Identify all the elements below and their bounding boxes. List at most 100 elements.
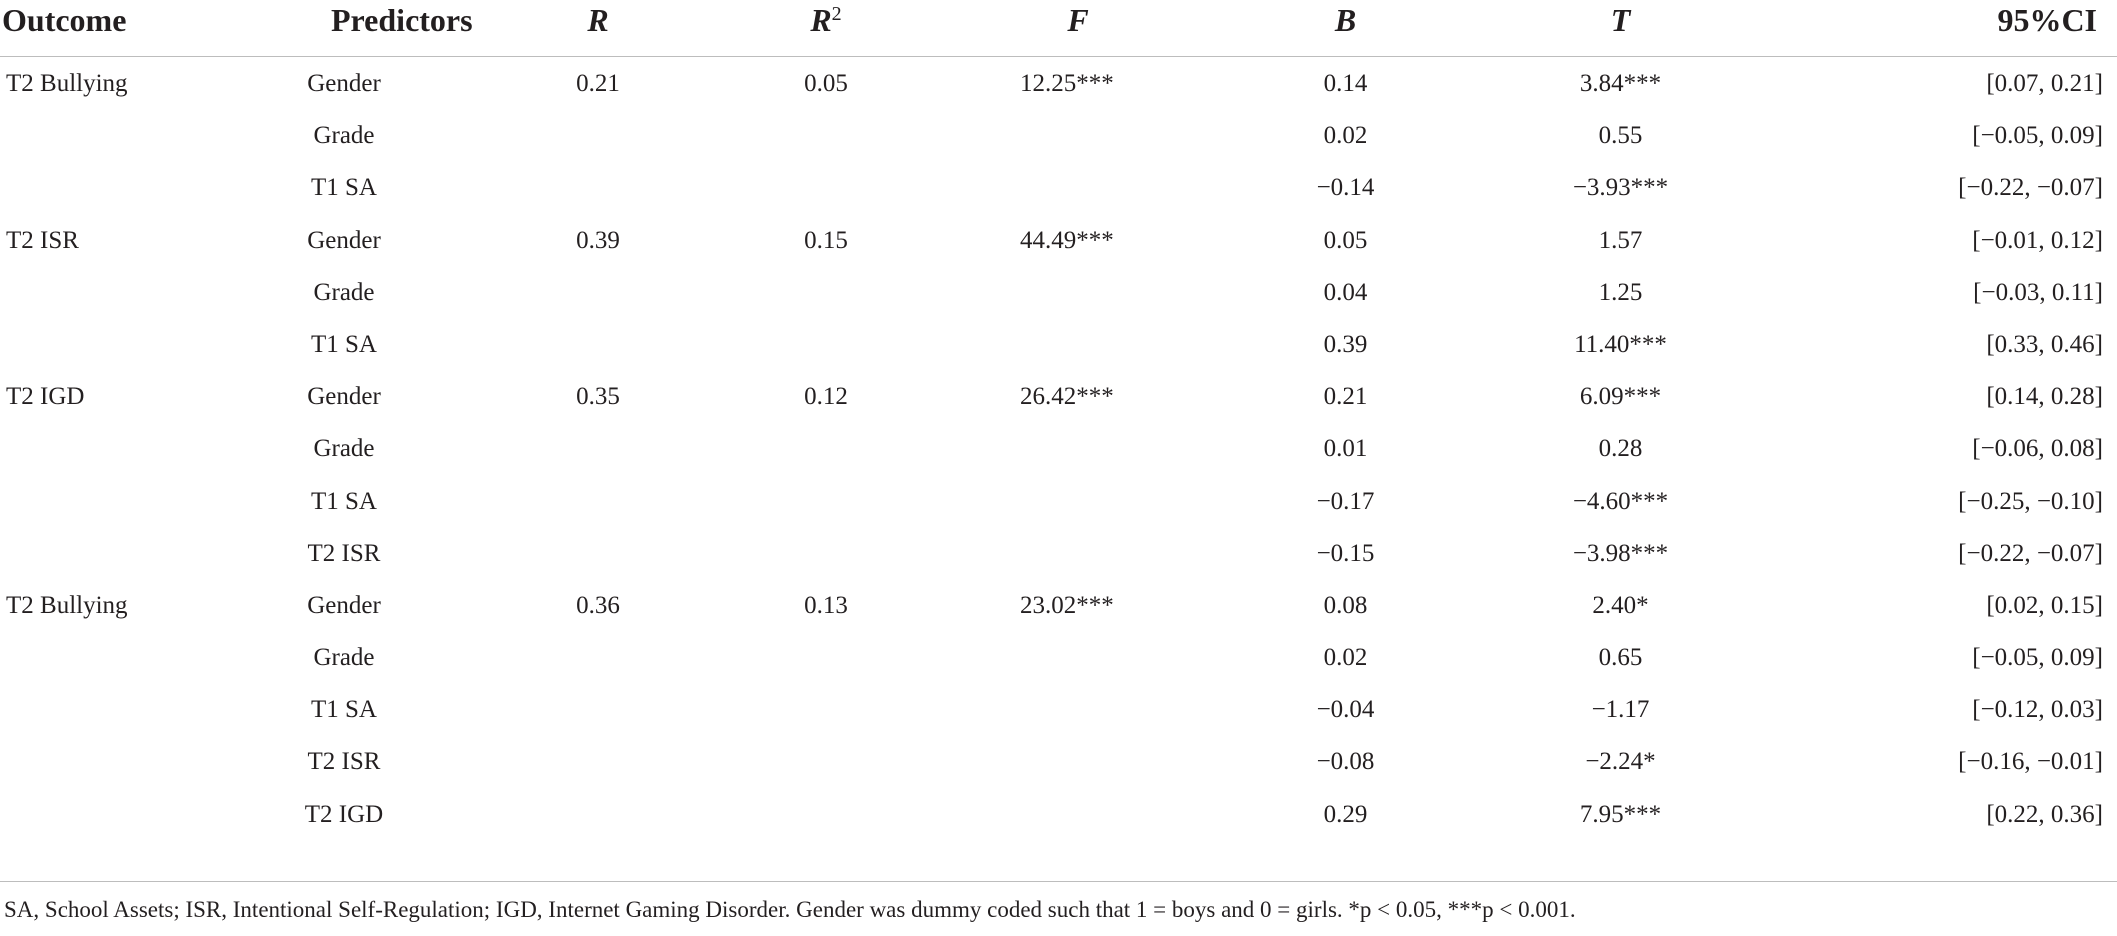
cell-r (488, 487, 708, 539)
cell-predictor: T2 IGD (304, 800, 384, 828)
table-header: Outcome Predictors R R2 F B T 95%CI (0, 0, 2117, 57)
header-r: R (488, 0, 708, 57)
table-body: T2 Bullying Gender 0.21 0.05 12.25*** 0.14 3.8… (0, 57, 2117, 852)
cell-predictor: T1 SA (311, 174, 377, 202)
cell-f (944, 487, 1212, 539)
cell-r2 (708, 434, 944, 486)
cell-ci: [−0.25, −0.10] (1958, 487, 2103, 515)
cell-b: 0.01 (1323, 435, 1368, 463)
cell-f (944, 173, 1212, 225)
cell-t: 0.55 (1598, 122, 1643, 150)
header-spacer (0, 57, 2117, 70)
cell-f (944, 800, 1212, 852)
cell-b: 0.21 (1323, 383, 1368, 411)
cell-predictor: Grade (313, 278, 375, 306)
table-row: T1 SA −0.17 −4.60*** [−0.25, −0.10] (0, 487, 2117, 539)
cell-f (944, 278, 1212, 330)
header-t: T (1479, 0, 1762, 57)
cell-r2 (708, 173, 944, 225)
cell-f (944, 121, 1212, 173)
cell-r2: 0.12 (804, 383, 848, 411)
header-b-label: B (1334, 2, 1357, 38)
cell-r (488, 121, 708, 173)
cell-r (488, 747, 708, 799)
cell-r2 (708, 121, 944, 173)
table-row: T1 SA −0.04 −1.17 [−0.12, 0.03] (0, 695, 2117, 747)
cell-outcome: T2 Bullying (6, 591, 128, 619)
table-bottom-rule (0, 881, 2117, 882)
cell-outcome (0, 800, 200, 852)
cell-b: −0.04 (1316, 696, 1375, 724)
cell-b: −0.08 (1316, 748, 1375, 776)
cell-r (488, 800, 708, 852)
table-footnote: SA, School Assets; ISR, Intentional Self… (4, 897, 1576, 922)
cell-ci: [0.07, 0.21] (1986, 70, 2103, 97)
table-row: T1 SA −0.14 −3.93*** [−0.22, −0.07] (0, 173, 2117, 225)
cell-predictor: Grade (313, 122, 375, 150)
cell-r: 0.35 (576, 383, 620, 411)
cell-outcome (0, 330, 200, 382)
cell-r: 0.36 (576, 591, 620, 619)
cell-predictor: Gender (307, 383, 381, 411)
cell-r2 (708, 643, 944, 695)
table-row: T2 ISR −0.15 −3.98*** [−0.22, −0.07] (0, 539, 2117, 591)
cell-b: −0.17 (1316, 487, 1375, 515)
cell-f (944, 747, 1212, 799)
cell-r2: 0.13 (804, 591, 848, 619)
table-row: T2 Bullying Gender 0.36 0.13 23.02*** 0.08 2.4… (0, 591, 2117, 643)
table-row: T2 ISR Gender 0.39 0.15 44.49*** 0.05 1.57 [−0.… (0, 226, 2117, 278)
cell-f (944, 434, 1212, 486)
cell-predictor: Gender (307, 70, 381, 97)
cell-r (488, 434, 708, 486)
cell-predictor: T1 SA (311, 487, 377, 515)
cell-f: 12.25*** (1020, 70, 1114, 97)
table-row: T2 IGD 0.29 7.95*** [0.22, 0.36] (0, 800, 2117, 852)
regression-table-container: Outcome Predictors R R2 F B T 95%CI T2 B… (0, 0, 2117, 852)
table-row: T2 Bullying Gender 0.21 0.05 12.25*** 0.14 3.8… (0, 69, 2117, 121)
cell-ci: [−0.01, 0.12] (1972, 226, 2103, 254)
cell-predictor: Gender (307, 226, 381, 254)
header-outcome: Outcome (0, 0, 200, 57)
cell-outcome (0, 173, 200, 225)
cell-outcome (0, 747, 200, 799)
cell-b: 0.39 (1323, 330, 1368, 358)
cell-predictor: Grade (313, 644, 375, 672)
cell-r (488, 330, 708, 382)
cell-r2 (708, 747, 944, 799)
cell-f: 26.42*** (1020, 383, 1114, 411)
cell-r (488, 278, 708, 330)
cell-ci: [−0.16, −0.01] (1958, 748, 2103, 776)
cell-ci: [0.22, 0.36] (1986, 800, 2103, 828)
cell-ci: [0.33, 0.46] (1986, 330, 2103, 358)
cell-t: 0.65 (1598, 644, 1643, 672)
cell-outcome (0, 278, 200, 330)
cell-r2 (708, 487, 944, 539)
cell-b: 0.29 (1323, 800, 1368, 828)
cell-b: 0.14 (1323, 70, 1368, 97)
cell-r (488, 695, 708, 747)
cell-r2: 0.05 (804, 70, 848, 97)
cell-ci: [0.14, 0.28] (1986, 383, 2103, 411)
table-row: Grade 0.01 0.28 [−0.06, 0.08] (0, 434, 2117, 486)
cell-b: −0.14 (1316, 174, 1375, 202)
cell-t: 6.09*** (1579, 383, 1662, 411)
cell-ci: [0.02, 0.15] (1986, 591, 2103, 619)
cell-t: 11.40*** (1574, 330, 1667, 358)
cell-outcome (0, 434, 200, 486)
cell-b: 0.04 (1323, 278, 1368, 306)
regression-table: Outcome Predictors R R2 F B T 95%CI T2 B… (0, 0, 2117, 852)
cell-r: 0.39 (576, 226, 620, 254)
cell-r (488, 173, 708, 225)
cell-t: −3.98*** (1572, 539, 1669, 567)
header-f-label: F (1067, 2, 1089, 38)
cell-r (488, 539, 708, 591)
header-f: F (944, 0, 1212, 57)
cell-predictor: T1 SA (311, 330, 377, 358)
header-b: B (1212, 0, 1479, 57)
table-row: Grade 0.02 0.55 [−0.05, 0.09] (0, 121, 2117, 173)
cell-r2 (708, 800, 944, 852)
cell-outcome (0, 121, 200, 173)
cell-predictor: Grade (313, 435, 375, 463)
header-ci: 95%CI (1762, 0, 2117, 57)
cell-predictor: T2 ISR (307, 539, 381, 567)
